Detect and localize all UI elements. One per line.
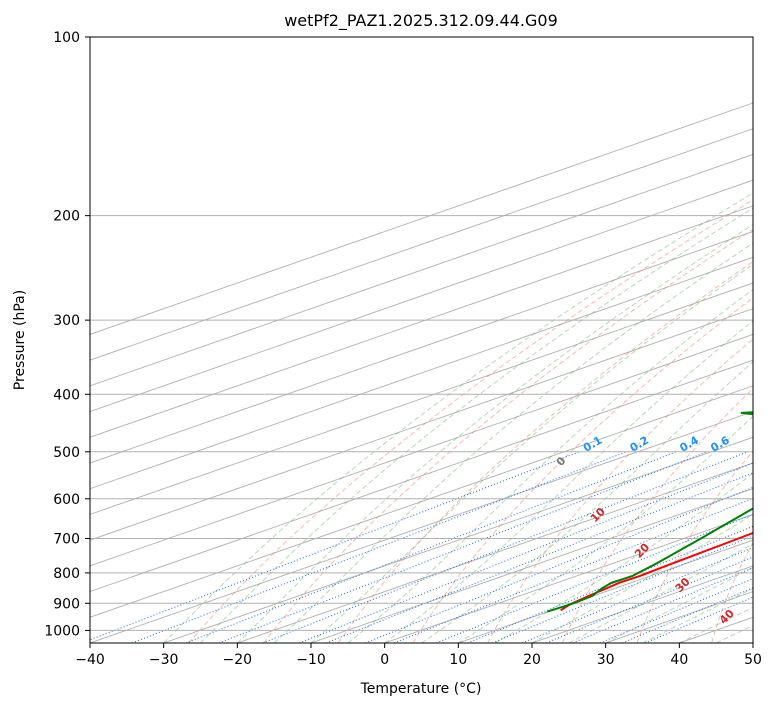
moist-adiabat-line bbox=[458, 415, 753, 643]
isotherm-line bbox=[90, 179, 753, 413]
moist-adiabat-line bbox=[273, 242, 753, 643]
moist-adiabat-line bbox=[605, 567, 753, 643]
isotherm-line bbox=[90, 153, 753, 387]
isotherm-line bbox=[90, 282, 753, 515]
isotherm-line bbox=[90, 231, 753, 464]
y-tick-label: 300 bbox=[53, 313, 80, 329]
dry-adiabat-line bbox=[337, 260, 753, 643]
x-tick-label: 40 bbox=[670, 652, 688, 668]
y-tick-label: 500 bbox=[53, 445, 80, 461]
moist-adiabat-line bbox=[568, 543, 753, 643]
dry-adiabat-line bbox=[412, 297, 753, 643]
isotherm-line bbox=[310, 488, 753, 643]
isotherm-line bbox=[752, 642, 753, 643]
y-tick-label: 900 bbox=[53, 596, 80, 612]
plot-background bbox=[90, 37, 753, 643]
y-tick-label: 800 bbox=[53, 566, 80, 582]
isotherm-line bbox=[458, 539, 753, 643]
isotherm-line bbox=[90, 411, 753, 643]
mixing-ratio-label: 1 bbox=[754, 437, 767, 452]
x-tick-label: −40 bbox=[75, 652, 105, 668]
temperature-profile-line bbox=[560, 531, 753, 612]
x-tick-label: 10 bbox=[449, 652, 467, 668]
isotherm-line bbox=[90, 205, 753, 438]
chart-title: wetPf2_PAZ1.2025.312.09.44.G09 bbox=[284, 11, 558, 31]
x-tick-label: 20 bbox=[523, 652, 541, 668]
mixing-ratio-line bbox=[218, 451, 708, 643]
isotherm-line bbox=[90, 102, 753, 335]
y-tick-label: 700 bbox=[53, 532, 80, 548]
x-tick-label: 30 bbox=[597, 652, 615, 668]
dry-adiabat-line bbox=[561, 387, 753, 643]
x-tick-label: 50 bbox=[744, 652, 762, 668]
moist-adiabat-line bbox=[494, 472, 753, 643]
isotherm-line bbox=[90, 385, 753, 618]
moist-adiabat-line bbox=[310, 263, 753, 643]
dry-adiabat-line bbox=[263, 228, 753, 643]
dry-adiabat-line bbox=[636, 450, 753, 643]
mixing-ratio-line bbox=[521, 546, 753, 643]
x-tick-label: −10 bbox=[296, 652, 326, 668]
y-axis-label: Pressure (hPa) bbox=[12, 290, 28, 390]
plot-frame bbox=[89, 36, 754, 644]
x-tick-label: 0 bbox=[380, 652, 389, 668]
mixing-ratio-line bbox=[467, 525, 753, 643]
dry-adiabat-line bbox=[487, 338, 753, 643]
isotherm-line bbox=[90, 256, 753, 490]
isotherm-line bbox=[163, 436, 753, 643]
moist-adiabat-line bbox=[347, 288, 753, 643]
moist-adiabat-line bbox=[752, 642, 753, 643]
x-tick-label: −30 bbox=[149, 652, 179, 668]
isotherm-line bbox=[237, 462, 753, 643]
mixing-ratio-line bbox=[365, 486, 753, 643]
moist-adiabat-line bbox=[421, 361, 753, 643]
y-tick-label: 100 bbox=[53, 30, 80, 46]
isotherm-line bbox=[90, 128, 753, 361]
y-tick-label: 200 bbox=[53, 209, 80, 225]
isotherm-line bbox=[384, 513, 753, 643]
mixing-ratio-line bbox=[185, 451, 677, 643]
mixing-ratio-line bbox=[90, 451, 580, 641]
isotherm-line bbox=[90, 308, 753, 541]
mixing-ratio-line bbox=[492, 535, 753, 643]
y-tick-label: 600 bbox=[53, 492, 80, 508]
x-axis-label: Temperature (°C) bbox=[360, 681, 482, 697]
mixing-ratio-line bbox=[436, 513, 753, 643]
y-tick-label: 400 bbox=[53, 387, 80, 403]
moist-adiabat-line bbox=[236, 224, 753, 643]
x-tick-label: −20 bbox=[223, 652, 253, 668]
isotherm-line bbox=[90, 359, 753, 593]
dry-adiabat-line bbox=[188, 199, 753, 643]
mixing-ratio-line bbox=[262, 451, 748, 643]
dewpoint-profile-line bbox=[546, 411, 753, 613]
isotherm-line bbox=[90, 333, 753, 567]
y-tick-label: 1000 bbox=[44, 623, 80, 639]
